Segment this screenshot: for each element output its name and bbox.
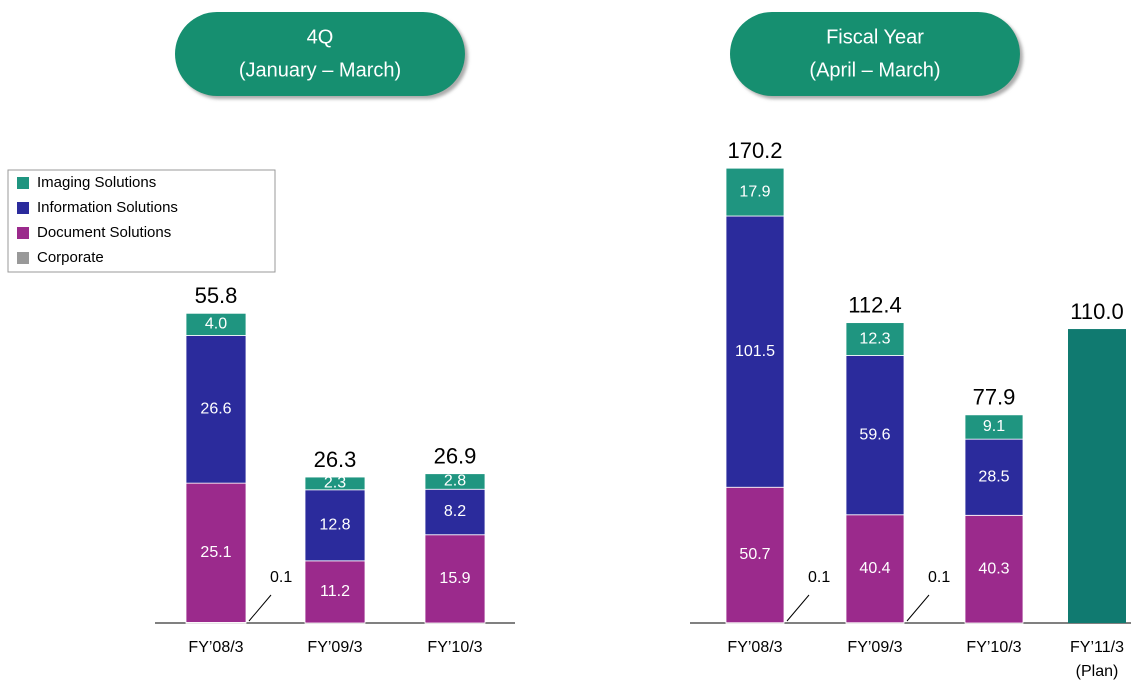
segment-label: 28.5 [978,468,1009,485]
legend-swatch [17,202,29,214]
total-label: 170.2 [727,138,782,163]
bar-segment [424,488,486,536]
total-label: 112.4 [848,292,901,317]
bar-segment [304,489,366,562]
bar-segment [725,167,785,217]
bar-segment [304,476,366,491]
legend-label: Document Solutions [37,224,171,241]
chart-title: 4Q [307,26,334,48]
segment-label: 40.4 [859,560,890,577]
callout-line [906,594,930,622]
bar-segment [845,514,905,624]
bar-segment [964,438,1024,516]
bar-segment [185,335,247,484]
bar-segment [845,322,905,356]
x-tick-note: (Plan) [1076,663,1119,680]
total-label: 26.9 [434,444,477,469]
segment-label: 9.1 [983,418,1005,435]
x-tick-label: FY’09/3 [307,639,362,656]
callout-line [248,594,272,622]
bar-segment [424,473,486,490]
x-tick-label: FY’10/3 [966,639,1021,656]
legend-label: Information Solutions [37,199,178,216]
callout-label: 0.1 [808,569,830,586]
segment-label: 8.2 [444,503,466,520]
callout-label: 0.1 [270,569,292,586]
total-label: 110.0 [1070,299,1123,324]
segment-label: 50.7 [739,546,770,563]
bar-segment [725,486,785,624]
header-pill [175,12,465,96]
legend-box [7,169,276,273]
x-tick-label: FY’11/3 [1070,639,1124,656]
callout-line [786,594,810,622]
legend-label: Imaging Solutions [37,174,156,191]
callout-label: 0.1 [928,569,950,586]
segment-label: 26.6 [200,401,231,418]
bar-segment [964,514,1024,624]
segment-label: 101.5 [735,343,775,360]
segment-label: 12.3 [859,330,890,347]
x-tick-label: FY’08/3 [727,639,782,656]
bar-segment [725,215,785,488]
x-tick-label: FY’09/3 [847,639,902,656]
segment-label: 40.3 [978,560,1009,577]
x-tick-label: FY’08/3 [188,639,243,656]
legend-swatch [17,252,29,264]
bar-segment [964,414,1024,440]
legend-label: Corporate [37,249,104,266]
segment-label: 17.9 [739,183,770,200]
segment-label: 15.9 [439,570,470,587]
chart-subtitle: (January – March) [239,59,401,81]
bar-segment [185,312,247,336]
x-tick-label: FY’10/3 [427,639,482,656]
segment-label: 12.8 [319,517,350,534]
chart-subtitle: (April – March) [809,59,940,81]
legend-swatch [17,227,29,239]
bar-segment [304,560,366,624]
total-label: 55.8 [195,283,238,308]
bar-segment [424,534,486,624]
segment-label: 25.1 [200,544,231,561]
plan-bar [1068,329,1126,623]
chart-title: Fiscal Year [826,26,924,48]
segment-label: 2.8 [444,473,466,490]
segment-label: 2.3 [324,475,346,492]
total-label: 77.9 [973,385,1016,410]
header-pill [730,12,1020,96]
legend-swatch [17,177,29,189]
bar-segment [185,482,247,623]
segment-label: 11.2 [320,583,350,600]
bar-segment [845,355,905,516]
total-label: 26.3 [314,447,357,472]
segment-label: 4.0 [205,316,227,333]
segment-label: 59.6 [859,426,890,443]
